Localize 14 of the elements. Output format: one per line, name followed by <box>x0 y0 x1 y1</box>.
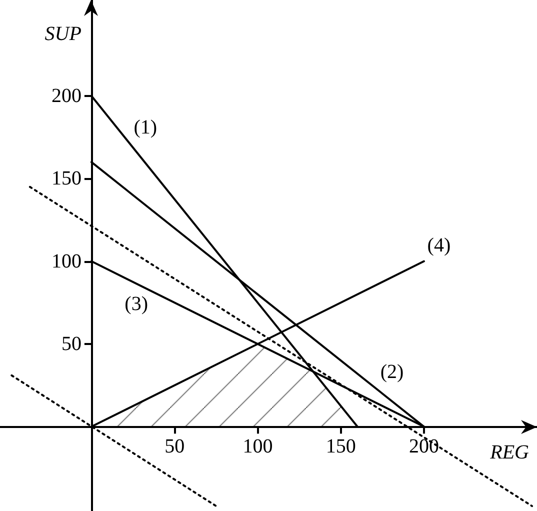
y-tick-label: 100 <box>51 250 82 272</box>
x-tick-label: 200 <box>408 436 439 458</box>
x-tick-label: 100 <box>242 436 273 458</box>
series-label: (4) <box>427 234 451 256</box>
x-axis-title: REG <box>489 442 530 464</box>
series-label: (2) <box>380 360 404 383</box>
x-tick-label: 50 <box>164 436 185 458</box>
y-tick-label: 150 <box>51 168 82 190</box>
series-label: (3) <box>124 293 148 316</box>
x-tick-label: 150 <box>326 436 356 458</box>
y-axis-title: SUP <box>44 23 82 45</box>
y-tick-label: 50 <box>61 332 82 355</box>
y-tick-label: 200 <box>51 84 82 107</box>
series-label: (1) <box>134 116 158 139</box>
